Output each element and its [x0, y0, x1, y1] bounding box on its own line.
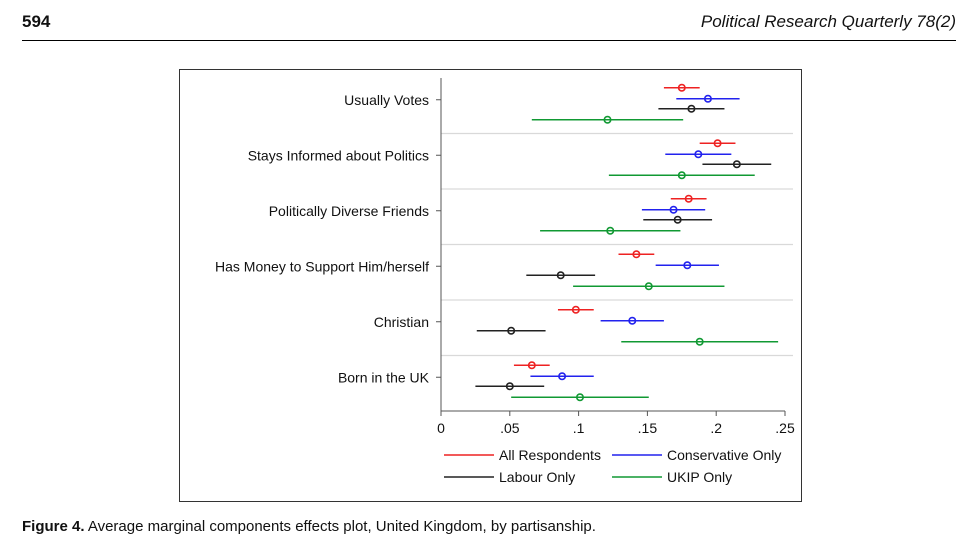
point-estimate-ukip: [677, 171, 686, 180]
y-tick-label: Has Money to Support Him/herself: [215, 258, 429, 274]
x-tick-label: 0: [437, 420, 445, 436]
y-tick-label: Politically Diverse Friends: [269, 203, 429, 219]
point-estimate-all: [677, 83, 686, 92]
x-tick-label: .2: [710, 420, 722, 436]
caption-text: Average marginal components effects plot…: [87, 518, 596, 535]
point-estimate-ukip: [695, 337, 704, 346]
page-header: 594 Political Research Quarterly 78(2): [22, 10, 956, 41]
point-estimate-ukip: [603, 115, 612, 124]
point-estimate-labour: [687, 104, 696, 113]
x-tick-label: .15: [638, 420, 658, 436]
point-estimate-conservative: [669, 205, 678, 214]
point-estimate-conservative: [683, 261, 692, 270]
point-estimate-all: [713, 139, 722, 148]
point-estimate-labour: [507, 326, 516, 335]
figure-frame: Usually Votes Stays Informed about Politi…: [179, 69, 802, 502]
coefficient-plot: Usually Votes Stays Informed about Politi…: [215, 78, 795, 485]
journal-name: Political Research Quarterly 78(2): [700, 12, 956, 31]
page-number: 594: [22, 12, 51, 31]
caption-label: Figure 4.: [22, 518, 85, 535]
point-estimate-ukip: [644, 282, 653, 291]
point-estimate-labour: [732, 160, 741, 169]
point-estimate-labour: [673, 215, 682, 224]
y-tick-label: Stays Informed about Politics: [248, 147, 429, 163]
point-estimate-conservative: [703, 94, 712, 103]
x-tick-label: .25: [775, 420, 795, 436]
point-estimate-ukip: [606, 226, 615, 235]
x-tick-label: .05: [500, 420, 520, 436]
point-estimate-conservative: [694, 150, 703, 159]
legend-label-conservative: Conservative Only: [667, 447, 781, 463]
point-estimate-all: [632, 250, 641, 259]
point-estimate-ukip: [575, 393, 584, 402]
legend-label-labour: Labour Only: [499, 469, 575, 485]
legend-label-ukip: UKIP Only: [667, 469, 732, 485]
y-tick-label: Born in the UK: [338, 369, 430, 385]
point-estimate-conservative: [628, 316, 637, 325]
point-estimate-conservative: [558, 372, 567, 381]
legend: All Respondents Conservative Only Labour O…: [444, 447, 781, 485]
point-estimate-all: [527, 361, 536, 370]
figure-caption: Figure 4. Average marginal components ef…: [22, 518, 596, 535]
x-tick-label: .1: [573, 420, 585, 436]
y-tick-label: Christian: [374, 314, 429, 330]
legend-label-all: All Respondents: [499, 447, 601, 463]
point-estimate-all: [571, 305, 580, 314]
point-estimate-labour: [505, 382, 514, 391]
y-tick-label: Usually Votes: [344, 92, 429, 108]
point-estimate-labour: [556, 271, 565, 280]
point-estimate-all: [684, 194, 693, 203]
